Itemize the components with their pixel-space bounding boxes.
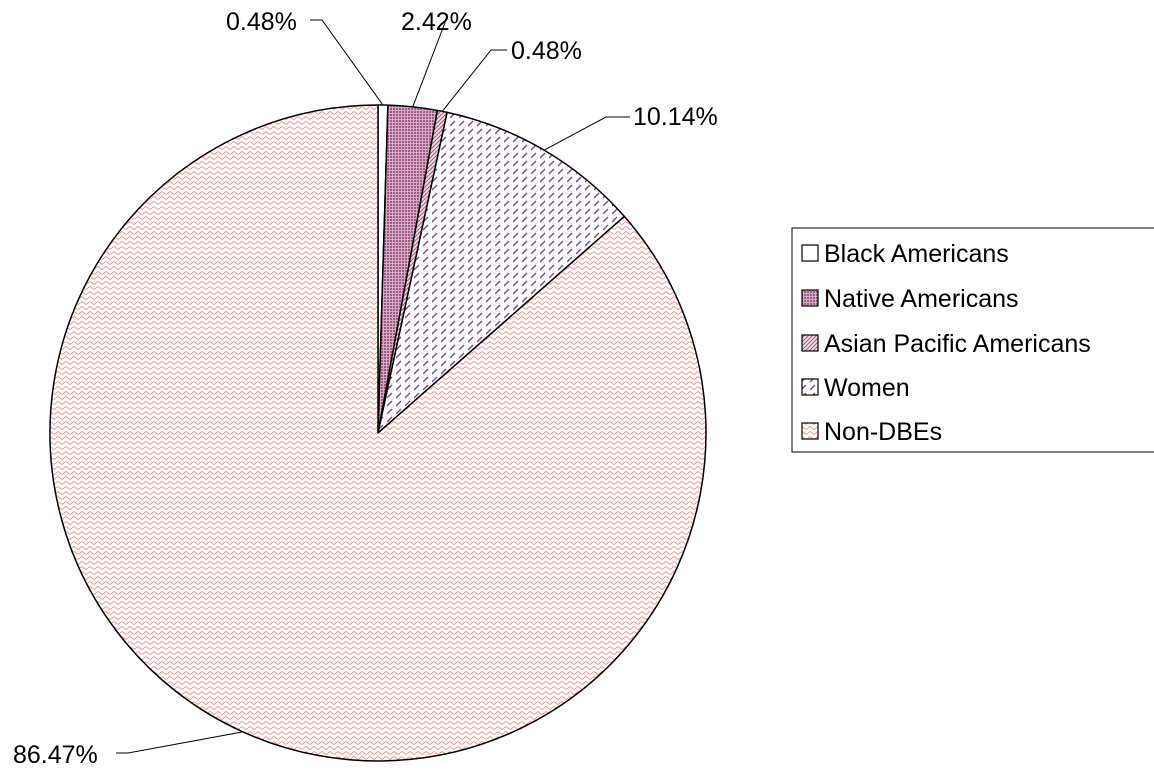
legend: Black Americans Native Americans Asian P… — [791, 227, 1154, 453]
legend-label-black-americans: Black Americans — [824, 240, 1009, 268]
pie-slice-non-dbes — [49, 104, 707, 762]
pct-label-asian-pacific-americans: 0.48% — [511, 37, 582, 65]
pct-label-non-dbes: 86.47% — [13, 741, 98, 769]
legend-item-non-dbes: Non-DBEs — [801, 418, 942, 446]
pct-label-black-americans: 0.48% — [226, 8, 297, 36]
pie-slices — [49, 104, 707, 762]
leader-lines — [116, 19, 630, 754]
leader-line-asian-pacific-americans — [441, 49, 507, 112]
legend-swatch-black-americans — [801, 244, 819, 262]
legend-item-women: Women — [801, 374, 910, 402]
pct-label-women: 10.14% — [633, 103, 718, 131]
legend-frame — [791, 227, 1154, 453]
legend-item-black-americans: Black Americans — [801, 240, 1009, 268]
legend-label-native-americans: Native Americans — [824, 285, 1019, 313]
pct-label-native-americans: 2.42% — [401, 8, 472, 36]
legend-swatch-non-dbes — [801, 422, 819, 440]
legend-item-native-americans: Native Americans — [801, 285, 1019, 313]
legend-swatch-native-americans — [801, 289, 819, 307]
legend-swatch-asian-pacific-americans — [801, 334, 819, 352]
legend-item-asian-pacific-americans: Asian Pacific Americans — [801, 330, 1091, 358]
legend-label-women: Women — [824, 374, 910, 402]
legend-label-non-dbes: Non-DBEs — [824, 418, 942, 446]
leader-line-native-americans — [412, 19, 447, 108]
leader-line-black-americans — [310, 19, 384, 106]
legend-label-asian-pacific-americans: Asian Pacific Americans — [824, 330, 1091, 358]
legend-swatch-women — [801, 378, 819, 396]
pie-slice-women — [377, 111, 626, 434]
leader-line-non-dbes — [116, 731, 243, 754]
leader-line-women — [543, 116, 630, 151]
percentage-labels: 0.48% 2.42% 0.48% 10.14% 86.47% — [13, 8, 718, 769]
